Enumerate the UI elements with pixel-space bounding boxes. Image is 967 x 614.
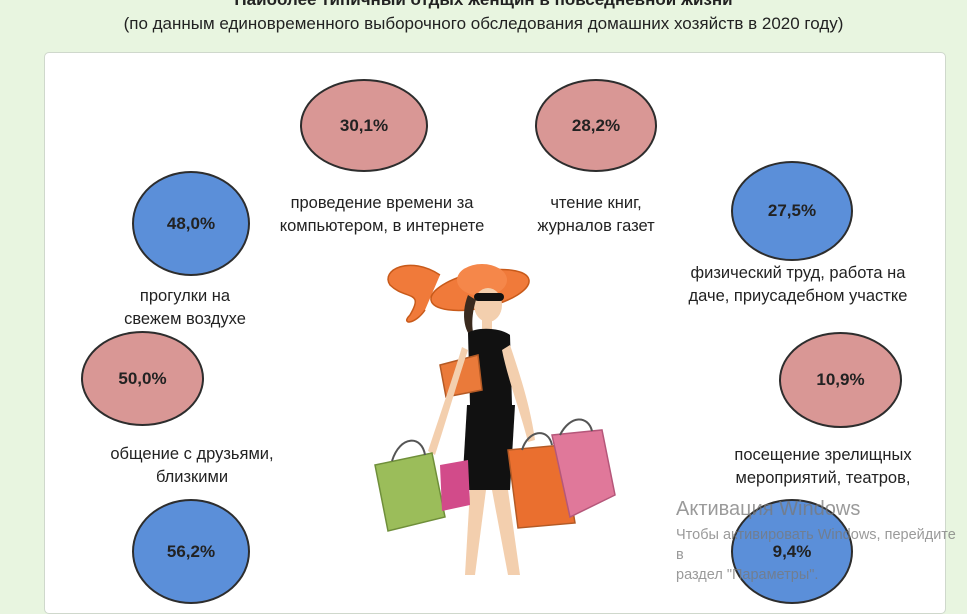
windows-activation-text: Чтобы активировать Windows, перейдите в … (676, 527, 956, 583)
chart-subtitle: (по данным единовременного выборочного о… (123, 14, 844, 33)
bubble-bottom-right: 9,4% (731, 499, 853, 604)
green-bag-handle (391, 439, 426, 462)
label-friends: общение с друзьями, близкими (110, 445, 274, 486)
label-physical-work: физический труд, работа на даче, приусад… (688, 264, 908, 305)
orange-bag-handle (521, 432, 553, 451)
pink-bag-handle (559, 418, 593, 436)
label-reading: чтение книг, журналов газет (537, 194, 655, 235)
neck-shape (482, 319, 492, 331)
chart-title: Наиболее типичный отдых женщин в повседн… (0, 0, 967, 10)
bubble-bottom-left: 56,2% (132, 499, 250, 604)
windows-activation-title: Активация Windows (676, 498, 861, 520)
label-computer: проведение времени за компьютером, в инт… (279, 194, 485, 235)
woman-shopping-illustration (374, 264, 616, 575)
pink-bag-left-shape (440, 460, 470, 511)
label-theater: посещение зрелищных мероприятий, театров… (734, 446, 912, 487)
bubble-computer: 30,1% (300, 79, 428, 172)
skirt-shape (462, 405, 515, 490)
bubble-physical-work: 27,5% (731, 161, 853, 261)
left-leg-shape (465, 490, 486, 575)
right-leg-shape (492, 490, 520, 575)
bubble-walks: 48,0% (132, 171, 250, 276)
left-arm-shape (428, 347, 468, 455)
pink-bag-right-shape (551, 429, 616, 519)
hat-ribbon-shape (387, 264, 441, 323)
bubble-theater: 10,9% (779, 332, 902, 428)
green-bag-shape (374, 452, 446, 532)
bubble-reading: 28,2% (535, 79, 657, 172)
hair-shape (464, 295, 476, 340)
right-arm-shape (502, 345, 535, 442)
hat-crown-shape (457, 264, 507, 296)
sunglasses-shape (474, 293, 504, 301)
label-walks: прогулки на свежем воздухе (124, 287, 246, 328)
bubble-friends: 50,0% (81, 331, 204, 426)
